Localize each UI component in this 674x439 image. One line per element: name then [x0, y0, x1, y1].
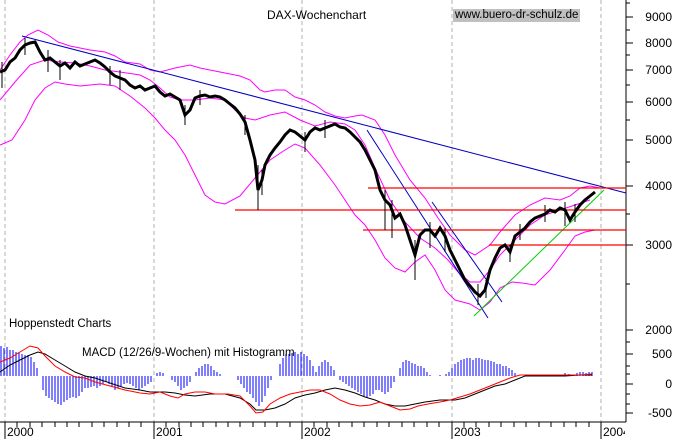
x-tick-2004: 2004 — [603, 426, 625, 438]
y-tick-6000: 6000 — [645, 95, 672, 109]
y-tick-macd-minus-500: -500 — [647, 406, 672, 420]
x-axis — [0, 421, 626, 439]
y-tick-5000: 5000 — [645, 133, 672, 147]
source-label: Hoppenstedt Charts — [9, 318, 112, 330]
y-tick-7000: 7000 — [645, 63, 672, 77]
watermark-url: www.buero-dr-schulz.de — [453, 9, 581, 22]
y-tick-4000: 4000 — [645, 179, 672, 193]
y-tick-macd-0: 0 — [665, 377, 672, 391]
y-tick-macd-500: 500 — [651, 347, 672, 361]
downtrend-channel-upper — [431, 201, 503, 303]
macd-label: MACD (12/26/9-Wochen) mit Histogramm — [82, 347, 295, 359]
macd-histogram — [0, 346, 593, 406]
y-tick-2000: 2000 — [645, 323, 672, 337]
uptrend-line — [473, 189, 605, 317]
chart-title: DAX-Wochenchart — [267, 8, 367, 22]
x-tick-2001: 2001 — [156, 425, 183, 439]
y-tick-8000: 8000 — [645, 36, 672, 50]
signal-line — [0, 345, 593, 414]
macd-line — [0, 351, 592, 411]
price-candles — [0, 38, 596, 305]
y-tick-3000: 3000 — [645, 238, 672, 252]
x-tick-2003: 2003 — [454, 425, 481, 439]
downtrend-line-long — [21, 35, 627, 194]
y-axis — [625, 0, 633, 422]
x-tick-2000: 2000 — [7, 425, 34, 439]
bollinger-bands — [0, 29, 601, 311]
downtrend-channel-lower — [366, 129, 489, 319]
x-tick-2002: 2002 — [304, 425, 331, 439]
y-tick-9000: 9000 — [645, 10, 672, 24]
